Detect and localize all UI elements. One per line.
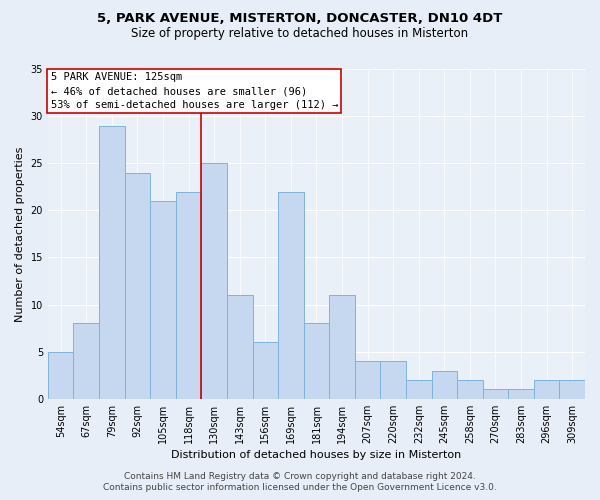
Bar [99,126,125,399]
Bar [457,380,482,399]
Bar [253,342,278,399]
Text: 5, PARK AVENUE, MISTERTON, DONCASTER, DN10 4DT: 5, PARK AVENUE, MISTERTON, DONCASTER, DN… [97,12,503,26]
Bar [355,361,380,399]
Bar [534,380,559,399]
Y-axis label: Number of detached properties: Number of detached properties [15,146,25,322]
Bar [482,390,508,399]
Bar [559,380,585,399]
Bar [227,295,253,399]
Text: Size of property relative to detached houses in Misterton: Size of property relative to detached ho… [131,28,469,40]
Bar [380,361,406,399]
Bar [431,370,457,399]
Bar [508,390,534,399]
Bar [73,324,99,399]
Bar [406,380,431,399]
Bar [278,192,304,399]
Bar [304,324,329,399]
Bar [48,352,73,399]
Bar [176,192,202,399]
Bar [125,172,150,399]
X-axis label: Distribution of detached houses by size in Misterton: Distribution of detached houses by size … [172,450,461,460]
Bar [150,201,176,399]
Text: Contains HM Land Registry data © Crown copyright and database right 2024.
Contai: Contains HM Land Registry data © Crown c… [103,472,497,492]
Bar [329,295,355,399]
Text: 5 PARK AVENUE: 125sqm
← 46% of detached houses are smaller (96)
53% of semi-deta: 5 PARK AVENUE: 125sqm ← 46% of detached … [50,72,338,110]
Bar [202,163,227,399]
